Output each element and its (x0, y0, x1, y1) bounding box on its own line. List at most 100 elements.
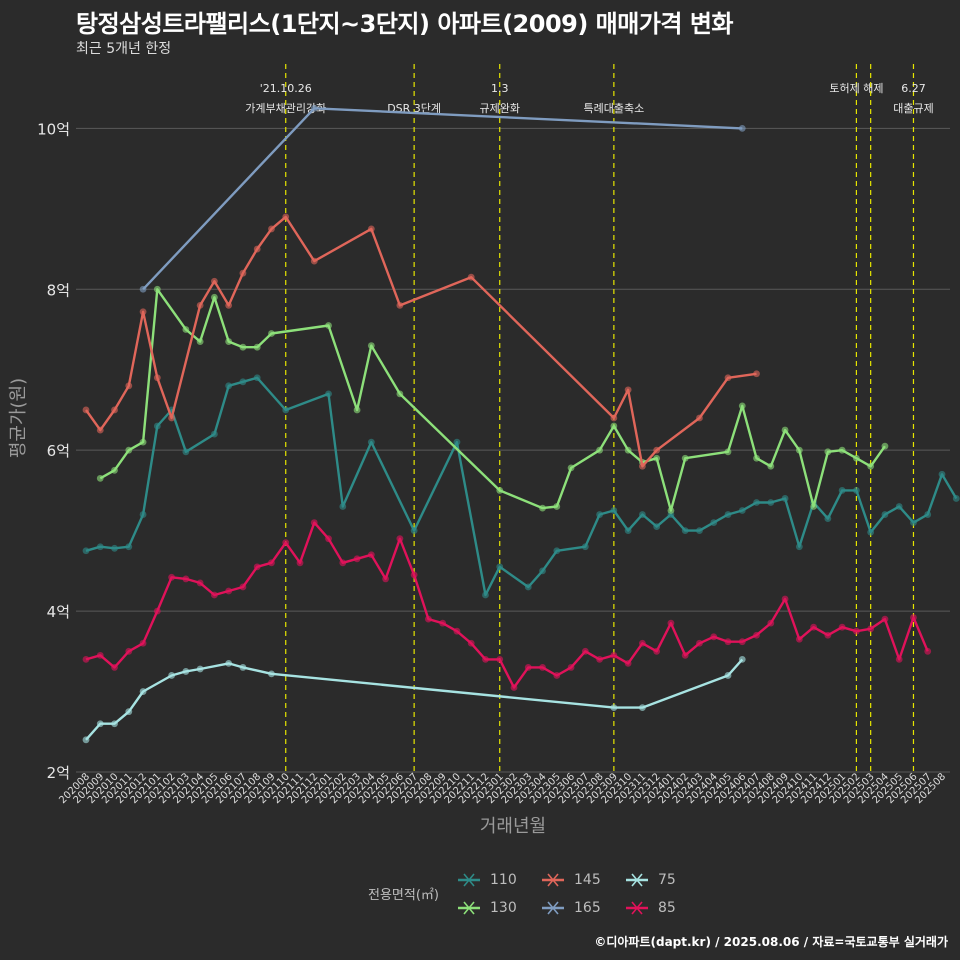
data-point-110 (696, 527, 703, 535)
data-point-85 (367, 551, 375, 559)
data-point-110 (653, 523, 661, 531)
data-point-145 (624, 386, 632, 394)
legend-label: 130 (490, 900, 517, 916)
data-point-85 (853, 627, 860, 635)
series-line-110 (85, 376, 958, 597)
data-point-145 (467, 273, 475, 281)
data-point-145 (653, 446, 661, 454)
data-point-75 (225, 659, 233, 667)
data-point-85 (581, 647, 589, 655)
data-point-85 (738, 638, 746, 646)
data-point-130 (767, 462, 775, 470)
data-point-85 (453, 627, 461, 635)
legend-item-85: 85 (624, 894, 708, 922)
data-point-145 (82, 406, 90, 414)
series-85 (82, 519, 932, 691)
data-point-130 (567, 464, 575, 472)
data-point-130 (624, 446, 632, 454)
data-point-145 (367, 225, 375, 233)
legend-item-75: 75 (624, 866, 708, 894)
data-point-165 (738, 124, 746, 132)
data-point-165 (310, 104, 318, 112)
data-point-110 (553, 547, 561, 555)
data-point-85 (325, 535, 332, 543)
data-point-85 (239, 583, 247, 591)
series-165 (139, 104, 746, 293)
data-point-130 (139, 438, 147, 446)
legend-label: 110 (490, 872, 517, 888)
data-point-110 (738, 507, 746, 514)
legend-title: 전용면적(㎡) (368, 888, 439, 903)
data-point-130 (596, 446, 603, 454)
series-75 (82, 655, 746, 744)
data-point-145 (396, 301, 404, 309)
data-point-85 (610, 651, 618, 659)
legend-key-icon (458, 901, 480, 915)
legend-item-165: 165 (540, 894, 624, 922)
legend-item-110: 110 (456, 866, 540, 894)
data-point-130 (211, 293, 218, 301)
data-point-110 (781, 495, 789, 502)
data-point-130 (667, 507, 675, 514)
data-point-145 (282, 213, 290, 221)
data-point-75 (196, 665, 204, 673)
data-point-130 (268, 330, 275, 337)
data-point-130 (111, 466, 118, 474)
data-point-75 (738, 655, 746, 663)
data-point-85 (667, 619, 675, 627)
data-point-75 (82, 736, 90, 744)
data-point-130 (125, 446, 133, 454)
data-point-110 (153, 422, 161, 430)
data-point-85 (425, 615, 432, 623)
data-point-110 (853, 487, 860, 494)
data-point-85 (781, 595, 789, 603)
data-point-85 (895, 655, 903, 663)
y-tick-label: 6억 (47, 442, 70, 460)
data-point-130 (225, 338, 233, 345)
data-point-85 (125, 647, 133, 655)
data-point-85 (553, 672, 561, 679)
data-point-85 (153, 607, 161, 615)
data-point-110 (938, 470, 946, 478)
data-point-110 (710, 519, 718, 526)
event-label: 토허제 해제 (829, 81, 883, 95)
series-line-165 (142, 107, 743, 291)
data-point-130 (724, 448, 732, 456)
data-point-110 (924, 511, 932, 518)
data-point-145 (724, 374, 732, 382)
y-tick-label: 8억 (47, 281, 70, 299)
series-line-130 (99, 288, 886, 512)
legend-label: 85 (658, 900, 676, 916)
data-point-75 (168, 672, 176, 679)
data-point-85 (696, 639, 703, 647)
data-point-130 (353, 406, 361, 414)
chart-title: 탕정삼성트라팰리스(1단지~3단지) 아파트(2009) 매매가격 변화 (76, 10, 734, 38)
data-point-85 (439, 619, 447, 627)
data-point-85 (296, 559, 304, 567)
legend-items: 110 130 145 165 75 85 (456, 866, 708, 922)
data-point-85 (881, 615, 889, 623)
data-point-130 (367, 342, 375, 349)
data-point-110 (881, 511, 889, 518)
data-point-110 (581, 543, 589, 551)
data-point-110 (182, 448, 190, 456)
legend-label: 165 (574, 900, 601, 916)
data-point-85 (524, 664, 532, 671)
data-point-110 (211, 430, 218, 438)
data-point-85 (353, 555, 361, 563)
data-point-130 (681, 454, 689, 462)
data-point-85 (282, 539, 290, 547)
legend-key-icon (542, 901, 564, 915)
chart-subtitle: 최근 5개년 한정 (76, 41, 172, 57)
data-point-85 (467, 639, 475, 647)
data-point-85 (653, 647, 661, 655)
data-point-130 (653, 454, 661, 462)
data-point-110 (795, 543, 803, 551)
event-label: 특례대출축소 (583, 102, 644, 115)
data-point-85 (767, 619, 775, 627)
data-point-130 (396, 390, 404, 398)
data-point-130 (795, 446, 803, 454)
data-point-110 (681, 527, 689, 535)
data-point-110 (895, 503, 903, 510)
y-tick-label: 4억 (47, 603, 70, 621)
